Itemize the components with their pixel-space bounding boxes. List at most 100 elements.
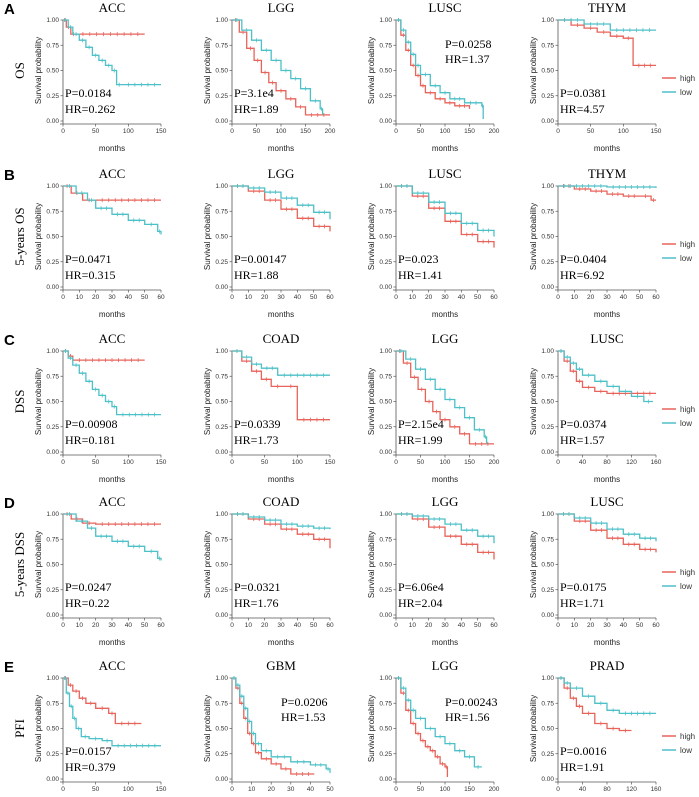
- y-tick-label: 0.75: [46, 373, 59, 380]
- hazard-ratio: HR=2.04: [398, 596, 442, 610]
- y-tick-label: 0.50: [215, 399, 228, 406]
- km-curve-high: [232, 19, 330, 116]
- x-tick-label: 80: [603, 459, 611, 466]
- x-axis-label: months: [268, 310, 294, 319]
- y-axis-label: Survival probability: [367, 368, 376, 435]
- x-tick-label: 0: [394, 128, 398, 135]
- y-tick-label: 0.50: [215, 234, 228, 241]
- km-curve-high: [396, 677, 449, 777]
- y-tick-label: 0.00: [215, 449, 228, 456]
- x-tick-label: 0: [61, 622, 65, 629]
- row-label-C: DSS: [12, 390, 27, 414]
- legend-label-high: high: [680, 405, 695, 414]
- x-axis-label: months: [432, 144, 458, 153]
- p-value: P=0.0404: [560, 252, 606, 266]
- panel-title: LGG: [268, 166, 295, 181]
- x-tick-label: 150: [156, 459, 167, 466]
- km-panel: ACC 0.00 0.25 0.50 0.75 1.00 0 10 20 30 40 50 60 mont…: [34, 166, 165, 319]
- y-tick-label: 1.00: [541, 17, 554, 24]
- x-tick-label: 50: [417, 459, 425, 466]
- p-value: P=0.0321: [234, 580, 280, 594]
- x-tick-label: 40: [125, 294, 133, 301]
- y-axis-label: Survival probability: [34, 368, 43, 435]
- x-tick-label: 50: [310, 294, 318, 301]
- km-curve-low: [396, 185, 495, 237]
- panel-title: LUSC: [590, 494, 623, 509]
- y-axis-label: Survival probability: [529, 203, 538, 270]
- p-value: P=0.0471: [65, 252, 111, 266]
- hazard-ratio: HR=0.181: [65, 433, 115, 447]
- y-tick-label: 0.50: [46, 399, 59, 406]
- y-tick-label: 0.75: [215, 373, 228, 380]
- x-axis-label: months: [268, 144, 294, 153]
- hazard-ratio: HR=1.56: [445, 710, 489, 724]
- km-panel: LGG 0.00 0.25 0.50 0.75 1.00 0 50 100 150 200 month…: [203, 0, 336, 153]
- y-axis-label: Survival probability: [203, 203, 212, 270]
- y-tick-label: 0.25: [46, 751, 59, 758]
- p-value: P=0.0184: [65, 86, 111, 100]
- legend-label-high: high: [680, 240, 695, 249]
- p-value: P=3.1e4: [234, 86, 274, 100]
- y-tick-label: 0.75: [541, 373, 554, 380]
- y-tick-label: 0.25: [379, 751, 392, 758]
- y-tick-label: 0.75: [46, 42, 59, 49]
- y-axis-label: Survival probability: [203, 37, 212, 104]
- x-tick-label: 30: [603, 622, 611, 629]
- x-axis-label: months: [268, 638, 294, 647]
- hazard-ratio: HR=1.99: [398, 433, 442, 447]
- x-tick-label: 0: [230, 786, 234, 793]
- panel-letter-A: A: [4, 1, 15, 18]
- y-tick-label: 0.75: [541, 700, 554, 707]
- x-tick-label: 0: [230, 128, 234, 135]
- km-panel: THYM 0.00 0.25 0.50 0.75 1.00 0 10 20 30 40 50 60 mon…: [529, 166, 695, 319]
- km-panel: LGG 0.00 0.25 0.50 0.75 1.00 0 10 20 30 40 50 60 mont…: [367, 494, 498, 647]
- y-axis-label: Survival probability: [34, 531, 43, 598]
- km-curve-high: [558, 185, 656, 201]
- x-tick-label: 10: [409, 622, 417, 629]
- x-tick-label: 30: [603, 294, 611, 301]
- km-panel: LUSC 0.00 0.25 0.50 0.75 1.00 0 40 80 120 160 month…: [529, 331, 695, 484]
- y-tick-label: 0.00: [541, 612, 554, 619]
- panel-title: LGG: [268, 0, 295, 15]
- y-tick-label: 0.50: [379, 234, 392, 241]
- x-tick-label: 0: [556, 622, 560, 629]
- p-value: P=0.0381: [560, 86, 606, 100]
- y-tick-label: 0.75: [541, 536, 554, 543]
- hazard-ratio: HR=6.92: [560, 268, 604, 282]
- y-tick-label: 1.00: [215, 675, 228, 682]
- y-tick-label: 0.00: [46, 118, 59, 125]
- p-value: P=0.0175: [560, 580, 606, 594]
- y-tick-label: 0.25: [541, 587, 554, 594]
- y-tick-label: 0.75: [215, 536, 228, 543]
- x-tick-label: 20: [425, 622, 433, 629]
- y-tick-label: 0.25: [379, 587, 392, 594]
- y-tick-label: 1.00: [215, 17, 228, 24]
- p-value: P=0.0374: [560, 417, 606, 431]
- x-tick-label: 30: [108, 622, 116, 629]
- x-tick-label: 50: [92, 786, 100, 793]
- p-value: P=0.00147: [234, 252, 286, 266]
- y-tick-label: 0.25: [215, 751, 228, 758]
- km-curve-low: [396, 350, 488, 444]
- x-tick-label: 0: [230, 622, 234, 629]
- panel-title: LUSC: [590, 331, 623, 346]
- x-tick-label: 200: [325, 128, 336, 135]
- x-tick-label: 40: [294, 622, 302, 629]
- km-curve-low: [232, 513, 331, 530]
- x-tick-label: 40: [620, 622, 628, 629]
- x-tick-label: 30: [441, 294, 449, 301]
- km-panel: ACC0.000.250.500.751.00050100150monthsSu…: [34, 658, 167, 793]
- legend-label-high: high: [680, 74, 695, 83]
- x-tick-label: 50: [417, 128, 425, 135]
- km-curve-high: [232, 185, 331, 232]
- x-tick-label: 50: [417, 786, 425, 793]
- y-tick-label: 0.00: [215, 612, 228, 619]
- y-tick-label: 0.25: [215, 587, 228, 594]
- y-axis-label: Survival probability: [529, 368, 538, 435]
- y-tick-label: 0.25: [541, 424, 554, 431]
- x-tick-label: 40: [620, 294, 628, 301]
- x-axis-label: months: [594, 638, 620, 647]
- y-tick-label: 1.00: [541, 511, 554, 518]
